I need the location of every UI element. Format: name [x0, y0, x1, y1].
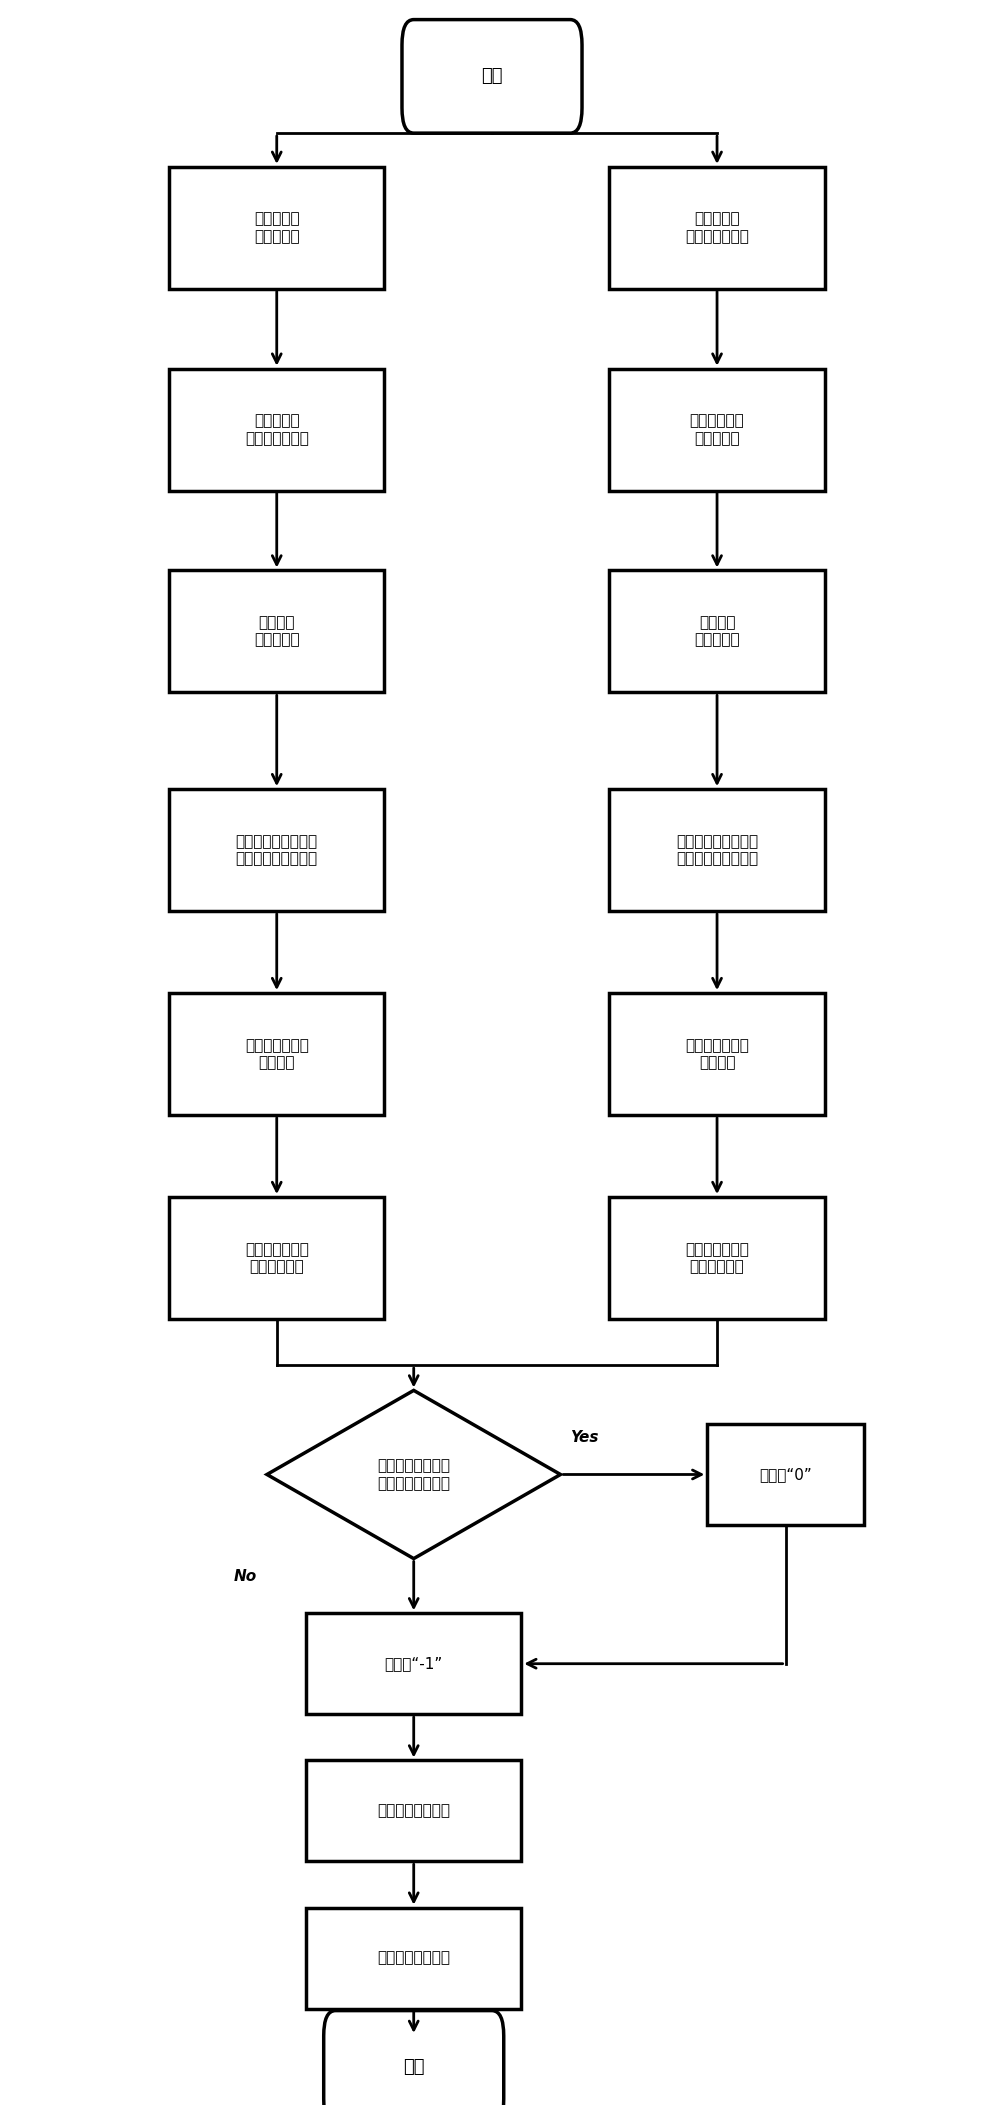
- Text: 计算界面反射波
频谱相位正负: 计算界面反射波 频谱相位正负: [245, 1242, 309, 1273]
- Bar: [609, 788, 825, 911]
- Bar: [609, 167, 825, 289]
- Text: 结束: 结束: [403, 2057, 424, 2076]
- Text: 界面和底面反射波
频谱相位正负相同: 界面和底面反射波 频谱相位正负相同: [377, 1459, 451, 1490]
- Bar: [169, 993, 385, 1115]
- Bar: [306, 1908, 522, 2009]
- Text: 输出为“0”: 输出为“0”: [760, 1467, 812, 1482]
- Bar: [169, 571, 385, 691]
- Text: 根据准则判断缺陷: 根据准则判断缺陷: [377, 1950, 451, 1965]
- Text: No: No: [234, 1568, 257, 1583]
- Bar: [609, 1197, 825, 1320]
- Text: 截取换能器中心频率
周围界面反射波频谱: 截取换能器中心频率 周围界面反射波频谱: [236, 835, 318, 866]
- Text: 计算底面
反射波频谱: 计算底面 反射波频谱: [695, 616, 740, 647]
- Bar: [169, 167, 385, 289]
- Bar: [306, 1613, 522, 1714]
- Text: 采集未焊接
上层试样反射波: 采集未焊接 上层试样反射波: [685, 211, 749, 245]
- Bar: [609, 993, 825, 1115]
- Text: 截取换能器中心频率
周围底面反射波频谱: 截取换能器中心频率 周围底面反射波频谱: [676, 835, 758, 866]
- FancyBboxPatch shape: [402, 19, 582, 133]
- Bar: [707, 1425, 864, 1524]
- Text: 开始: 开始: [481, 67, 503, 84]
- Bar: [169, 369, 385, 491]
- Bar: [169, 1197, 385, 1320]
- Text: 截取扩散焊
连接界面反射波: 截取扩散焊 连接界面反射波: [245, 413, 309, 445]
- Text: 计算界面
反射波频谱: 计算界面 反射波频谱: [254, 616, 299, 647]
- Bar: [609, 571, 825, 691]
- Text: 计算界面反射波
频谱相位: 计算界面反射波 频谱相位: [245, 1037, 309, 1071]
- Text: 计算底面反射波
频谱相位: 计算底面反射波 频谱相位: [685, 1037, 749, 1071]
- FancyBboxPatch shape: [324, 2011, 504, 2108]
- Text: 输出相位突变函数: 输出相位突变函数: [377, 1802, 451, 1819]
- Text: Yes: Yes: [571, 1429, 599, 1446]
- Bar: [609, 369, 825, 491]
- Polygon shape: [267, 1391, 561, 1558]
- Text: 采集扩散焊
试样反射波: 采集扩散焊 试样反射波: [254, 211, 299, 245]
- Text: 计算底面反射波
频谱相位正负: 计算底面反射波 频谱相位正负: [685, 1242, 749, 1273]
- Text: 输出为“-1”: 输出为“-1”: [385, 1657, 443, 1672]
- Text: 截取上层试样
底面反射波: 截取上层试样 底面反射波: [690, 413, 745, 445]
- Bar: [306, 1760, 522, 1861]
- Bar: [169, 788, 385, 911]
